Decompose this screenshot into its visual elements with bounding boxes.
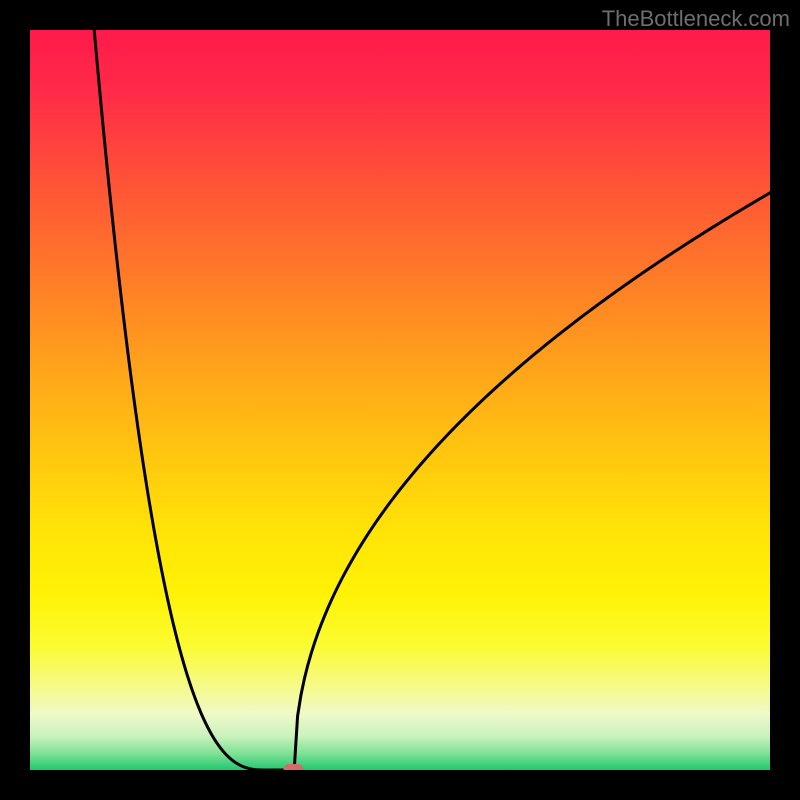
gradient-background [30, 30, 770, 770]
chart-stage: TheBottleneck.com [0, 0, 800, 800]
watermark-text: TheBottleneck.com [602, 6, 790, 32]
chart-svg [0, 0, 800, 800]
